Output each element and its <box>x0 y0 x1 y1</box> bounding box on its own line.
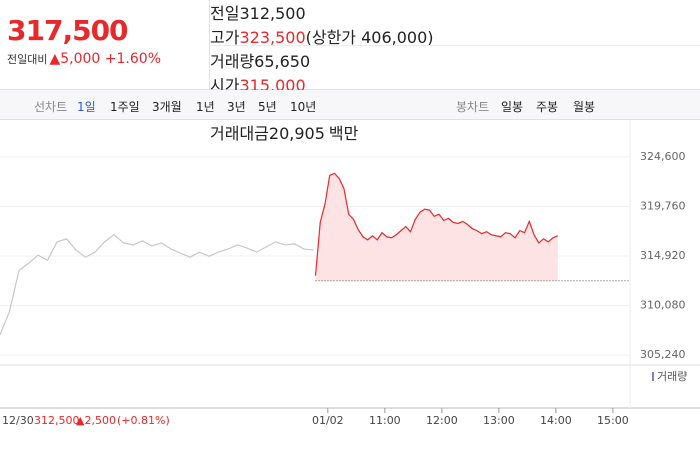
candle-tab[interactable]: 월봉 <box>573 100 596 114</box>
y-tick-label: 324,600 <box>640 150 686 163</box>
stat: 고가323,500(상한가 406,000) <box>210 24 700 48</box>
stat: 전일312,500 <box>210 0 700 24</box>
x-tick-label: 13:00 <box>483 414 515 427</box>
x-tick-label: 01/02 <box>312 414 344 427</box>
period-tab[interactable]: 10년 <box>290 100 317 114</box>
stat-unit: 백만 <box>328 124 359 143</box>
x-tick-label: 11:00 <box>369 414 401 427</box>
stat-label: 전일 <box>210 4 240 23</box>
change: 전일대비 ▲5,000 +1.60% <box>7 51 209 67</box>
footer-date: 12/30 <box>2 414 34 427</box>
stat-value: 323,500 <box>239 28 306 47</box>
volume-label: 거래량 <box>657 370 687 383</box>
stat-note: (상한가 406,000) <box>305 28 434 47</box>
footer-pct: (+0.81%) <box>117 414 170 427</box>
volume-legend-swatch <box>652 372 654 381</box>
x-tick-label: 14:00 <box>540 414 572 427</box>
stat-label: 거래량 <box>210 52 255 71</box>
stat: 거래대금20,905 백만 <box>210 120 700 144</box>
price-area <box>315 173 558 281</box>
period-tab[interactable]: 3개월 <box>152 100 182 114</box>
quote-header: 317,500 전일대비 ▲5,000 +1.60% 전일312,500 고가323… <box>0 0 700 143</box>
change-label: 전일대비 <box>7 53 48 66</box>
period-tab[interactable]: 1년 <box>196 100 215 114</box>
period-tab[interactable]: 5년 <box>258 100 277 114</box>
stat: 거래량65,650 <box>210 48 700 72</box>
stat-label: 거래대금 <box>210 124 269 143</box>
candle-tab[interactable]: 일봉 <box>501 100 524 114</box>
y-tick-label: 310,080 <box>640 298 686 311</box>
stat-label: 고가 <box>210 28 240 47</box>
price-box: 317,500 전일대비 ▲5,000 +1.60% <box>0 0 210 90</box>
period-tab[interactable]: 1주일 <box>110 100 140 114</box>
x-tick-label: 15:00 <box>597 414 629 427</box>
price-line <box>314 172 559 276</box>
y-tick-label: 319,760 <box>640 199 686 212</box>
period-tab[interactable]: 3년 <box>227 100 246 114</box>
change-pct: +1.60% <box>104 51 162 67</box>
y-tick-label: 305,240 <box>640 348 686 361</box>
chart: 305,240 310,080 314,920 319,760 324,600 01/02… <box>0 120 700 427</box>
tab-label: 봉차트 <box>456 100 490 114</box>
change-value: ▲5,000 <box>49 51 101 67</box>
footer-change: ▲2,500 <box>76 414 116 427</box>
price-line <box>0 233 314 336</box>
stat-value: 20,905 <box>268 124 325 143</box>
divider <box>210 45 700 46</box>
stat-value: 312,500 <box>239 4 306 23</box>
footer-close: 312,500 <box>34 414 80 427</box>
x-tick-label: 12:00 <box>426 414 458 427</box>
y-tick-label: 314,920 <box>640 249 686 262</box>
candle-tab[interactable]: 주봉 <box>536 100 559 114</box>
tab-label: 선차트 <box>34 100 68 114</box>
period-tab[interactable]: 1일 <box>77 100 96 114</box>
price: 317,500 <box>7 14 129 47</box>
stat-value: 65,650 <box>254 52 311 71</box>
tab-bar: 선차트 1일 1주일 3개월 1년 3년 5년 10년 봉차트 일봉 주봉 월봉 <box>0 90 700 120</box>
